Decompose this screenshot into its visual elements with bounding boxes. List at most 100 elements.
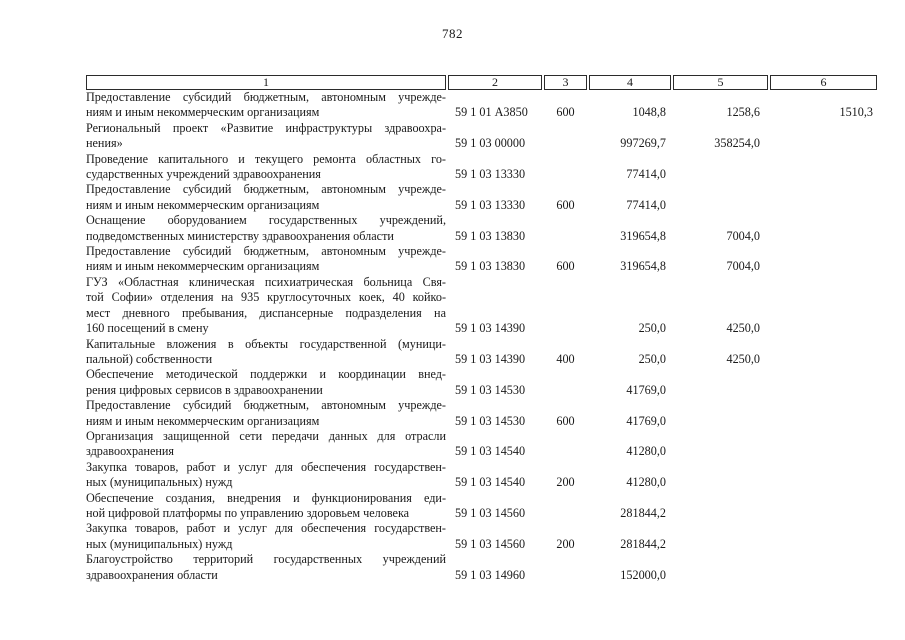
table-row: Организация защищенной сети передачи дан…	[86, 429, 877, 460]
row-name-line: Проведение капитального и текущего ремон…	[86, 151, 446, 166]
row-name-line: Капитальные вложения в объекты государст…	[86, 336, 446, 351]
table-row: Закупка товаров, работ и услуг для обесп…	[86, 521, 877, 552]
header-col-2: 2	[448, 75, 542, 90]
row-name-line: сударственных учреждений здравоохранения	[86, 167, 321, 182]
row-expense-type: 400	[556, 351, 575, 366]
row-amount-1: 77414,0	[626, 197, 666, 212]
row-name-line: Обеспечение методической поддержки и коо…	[86, 367, 446, 382]
header-col-3: 3	[544, 75, 587, 90]
table-row: Обеспечение создания, внедрения и функци…	[86, 491, 877, 522]
row-name-line: рения цифровых сервисов в здравоохранени…	[86, 382, 323, 397]
row-expense-type	[544, 491, 587, 522]
row-amount-3: 1510,3	[839, 105, 873, 120]
row-name-line: Закупка товаров, работ и услуг для обесп…	[86, 521, 446, 536]
row-amount-3	[770, 337, 877, 368]
row-name: Оснащение оборудованием государственных …	[86, 213, 446, 244]
row-code: 59 1 03 14540	[455, 444, 526, 459]
row-amount-1: 319654,8	[620, 259, 666, 274]
row-amount-2	[673, 552, 768, 583]
table-row: Региональный проект «Развитие инфраструк…	[86, 121, 877, 152]
row-amount-3	[770, 552, 877, 583]
row-name-line: Обеспечение создания, внедрения и функци…	[86, 490, 446, 505]
row-expense-type	[544, 429, 587, 460]
row-code: 59 1 03 14530	[455, 382, 526, 397]
row-expense-type	[544, 275, 587, 337]
row-code: 59 1 03 14960	[455, 567, 526, 582]
row-expense-type: 600	[556, 413, 575, 428]
row-amount-2	[673, 182, 768, 213]
row-code: 59 1 03 13830	[455, 228, 526, 243]
row-amount-3	[770, 367, 877, 398]
row-amount-2: 4250,0	[726, 321, 760, 336]
row-code: 59 1 03 00000	[455, 136, 526, 151]
table-row: Проведение капитального и текущего ремон…	[86, 152, 877, 183]
row-code: 59 1 03 14560	[455, 536, 526, 551]
row-name: Предоставление субсидий бюджетным, автон…	[86, 182, 446, 213]
budget-table: 1 2 3 4 5 6 Предоставление субсидий бюдж…	[84, 75, 879, 583]
row-amount-2	[673, 152, 768, 183]
table-row: Капитальные вложения в объекты государст…	[86, 337, 877, 368]
row-name-line: здравоохранения	[86, 444, 175, 459]
row-amount-2	[673, 460, 768, 491]
row-amount-1: 997269,7	[620, 136, 666, 151]
header-col-5: 5	[673, 75, 768, 90]
header-col-4: 4	[589, 75, 671, 90]
row-amount-1: 250,0	[638, 321, 666, 336]
row-name-line: Благоустройство территорий государственн…	[86, 552, 446, 567]
table-row: Оснащение оборудованием государственных …	[86, 213, 877, 244]
row-amount-2: 4250,0	[726, 351, 760, 366]
row-amount-1: 319654,8	[620, 228, 666, 243]
row-name-line: ниям и иным некоммерческим организациям	[86, 197, 320, 212]
row-name: Обеспечение методической поддержки и коо…	[86, 367, 446, 398]
row-name-line: ных (муниципальных) нужд	[86, 475, 233, 490]
row-code: 59 1 03 14390	[455, 321, 526, 336]
table-row: Закупка товаров, работ и услуг для обесп…	[86, 460, 877, 491]
row-code: 59 1 03 13830	[455, 259, 526, 274]
row-name-line: Предоставление субсидий бюджетным, автон…	[86, 182, 446, 197]
row-expense-type: 600	[556, 259, 575, 274]
page-number: 782	[442, 26, 463, 41]
row-name: Обеспечение создания, внедрения и функци…	[86, 491, 446, 522]
row-name-line: подведомственных министерству здравоохра…	[86, 228, 394, 243]
row-name-line: той Софии» отделения на 935 круглосуточн…	[86, 290, 446, 305]
row-expense-type: 200	[556, 536, 575, 551]
row-name: Предоставление субсидий бюджетным, автон…	[86, 244, 446, 275]
row-name: Закупка товаров, работ и услуг для обесп…	[86, 521, 446, 552]
table-header-row: 1 2 3 4 5 6	[86, 75, 877, 90]
row-name-line: пальной) собственности	[86, 351, 213, 366]
row-name-line: Организация защищенной сети передачи дан…	[86, 428, 446, 443]
row-name: Предоставление субсидий бюджетным, автон…	[86, 398, 446, 429]
row-expense-type	[544, 121, 587, 152]
row-amount-3	[770, 521, 877, 552]
table-body: Предоставление субсидий бюджетным, автон…	[86, 90, 877, 583]
header-col-6: 6	[770, 75, 877, 90]
row-name-line: Предоставление субсидий бюджетным, автон…	[86, 244, 446, 259]
row-expense-type: 600	[556, 197, 575, 212]
row-amount-2: 7004,0	[726, 259, 760, 274]
row-amount-2: 358254,0	[714, 136, 760, 151]
row-expense-type	[544, 367, 587, 398]
row-amount-1: 281844,2	[620, 505, 666, 520]
row-expense-type	[544, 552, 587, 583]
row-amount-3	[770, 398, 877, 429]
row-code: 59 1 03 14560	[455, 505, 526, 520]
table-row: Предоставление субсидий бюджетным, автон…	[86, 398, 877, 429]
row-amount-3	[770, 460, 877, 491]
table-row: Предоставление субсидий бюджетным, автон…	[86, 182, 877, 213]
row-amount-2	[673, 429, 768, 460]
row-amount-3	[770, 429, 877, 460]
row-expense-type	[544, 213, 587, 244]
row-name-line: ниям и иным некоммерческим организациям	[86, 413, 320, 428]
row-amount-3	[770, 213, 877, 244]
row-amount-2	[673, 367, 768, 398]
row-amount-3	[770, 152, 877, 183]
row-amount-1: 41769,0	[626, 413, 666, 428]
row-name-line: Оснащение оборудованием государственных …	[86, 213, 446, 228]
row-name: ГУЗ «Областная клиническая психиатрическ…	[86, 275, 446, 337]
row-expense-type: 200	[556, 475, 575, 490]
row-amount-2	[673, 491, 768, 522]
row-code: 59 1 03 13330	[455, 167, 526, 182]
row-code: 59 1 03 14390	[455, 351, 526, 366]
row-name-line: Предоставление субсидий бюджетным, автон…	[86, 90, 446, 104]
row-name-line: ных (муниципальных) нужд	[86, 536, 233, 551]
